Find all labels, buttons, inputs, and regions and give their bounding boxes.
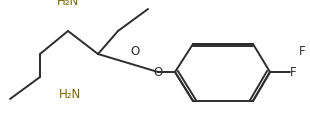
Text: F: F xyxy=(299,45,306,58)
Text: O: O xyxy=(130,45,140,58)
Text: H₂N: H₂N xyxy=(57,0,79,8)
Text: H₂N: H₂N xyxy=(59,87,81,100)
Text: O: O xyxy=(153,66,163,79)
Text: F: F xyxy=(290,66,297,79)
